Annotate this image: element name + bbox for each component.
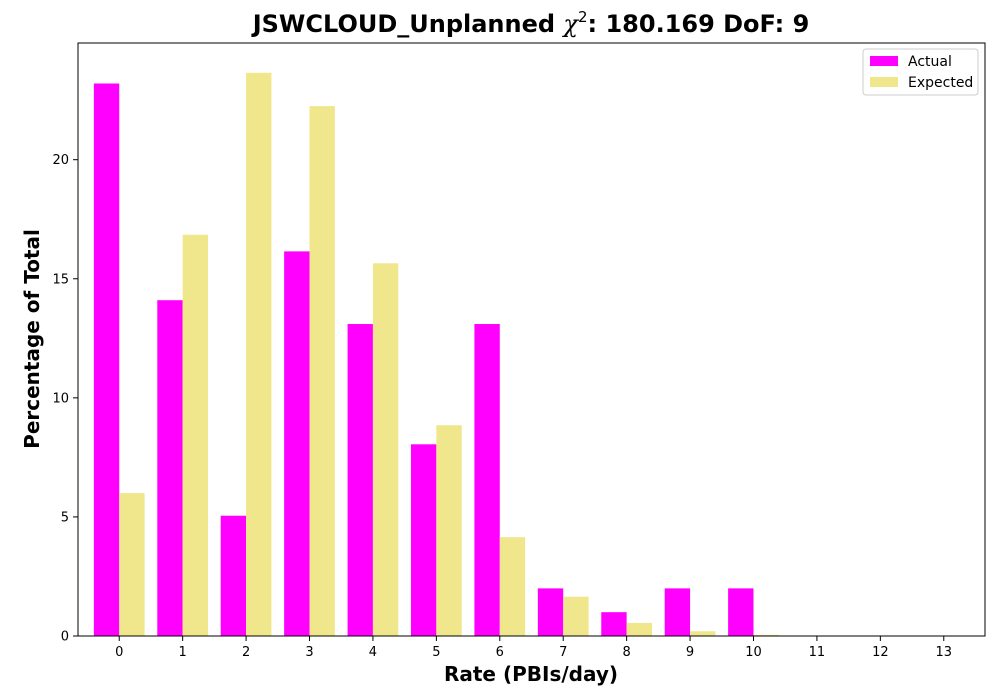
bar-expected-0 [119, 493, 145, 636]
bar-expected-4 [372, 263, 399, 636]
x-tick-label-6: 6 [496, 645, 504, 660]
y-tick-label-0: 0 [61, 630, 69, 645]
bar-expected-1 [182, 234, 209, 636]
bar-expected-3 [309, 106, 335, 637]
bar-actual-3 [284, 251, 310, 636]
bar-actual-8 [601, 612, 627, 636]
bar-actual-9 [664, 588, 691, 636]
bar-expected-10 [753, 634, 779, 636]
chart-title: JSWCLOUD_Unplanned χ2: 180.169 DoF: 9 [251, 8, 810, 38]
x-tick-label-13: 13 [935, 645, 952, 660]
title-prefix: JSWCLOUD_Unplanned [251, 10, 564, 38]
bar-expected-8 [626, 622, 653, 636]
y-tick-label-10: 10 [52, 391, 69, 406]
bar-expected-2 [246, 72, 272, 636]
x-tick-label-5: 5 [432, 645, 440, 660]
plot-frame [77, 42, 986, 637]
bar-expected-7 [563, 596, 589, 636]
title-sup: 2 [578, 8, 588, 26]
y-axis-label: Percentage of Total [20, 229, 44, 449]
bar-expected-5 [436, 425, 462, 636]
legend-label-actual: Actual [908, 54, 952, 70]
legend-swatch-expected [870, 77, 898, 87]
x-tick-label-10: 10 [745, 645, 762, 660]
bar-actual-10 [728, 588, 754, 636]
bar-actual-4 [347, 324, 373, 636]
bar-actual-1 [157, 300, 183, 636]
x-axis-label: Rate (PBIs/day) [444, 662, 618, 686]
y-tick-label-5: 5 [61, 510, 69, 525]
x-tick-label-11: 11 [809, 645, 826, 660]
legend: Actual Expected [862, 48, 979, 96]
x-tick-label-12: 12 [872, 645, 889, 660]
bar-actual-2 [220, 515, 247, 636]
y-tick-label-20: 20 [52, 153, 69, 168]
legend-label-expected: Expected [908, 75, 973, 91]
x-tick-label-1: 1 [179, 645, 187, 660]
title-suffix: : 180.169 DoF: 9 [588, 10, 810, 38]
x-tick-label-4: 4 [369, 645, 377, 660]
x-tick-label-3: 3 [305, 645, 313, 660]
x-tick-label-9: 9 [686, 645, 694, 660]
bar-actual-5 [410, 444, 437, 636]
bar-expected-6 [499, 537, 526, 636]
title-chi: χ [561, 10, 579, 38]
x-tick-label-0: 0 [115, 645, 123, 660]
bar-expected-9 [690, 631, 716, 636]
bar-actual-7 [537, 588, 564, 636]
bar-actual-6 [474, 324, 500, 636]
x-tick-label-8: 8 [622, 645, 630, 660]
legend-swatch-actual [870, 56, 898, 66]
x-tick-label-7: 7 [559, 645, 567, 660]
bar-actual-0 [93, 83, 120, 637]
y-tick-label-15: 15 [52, 272, 69, 287]
x-tick-label-2: 2 [242, 645, 250, 660]
